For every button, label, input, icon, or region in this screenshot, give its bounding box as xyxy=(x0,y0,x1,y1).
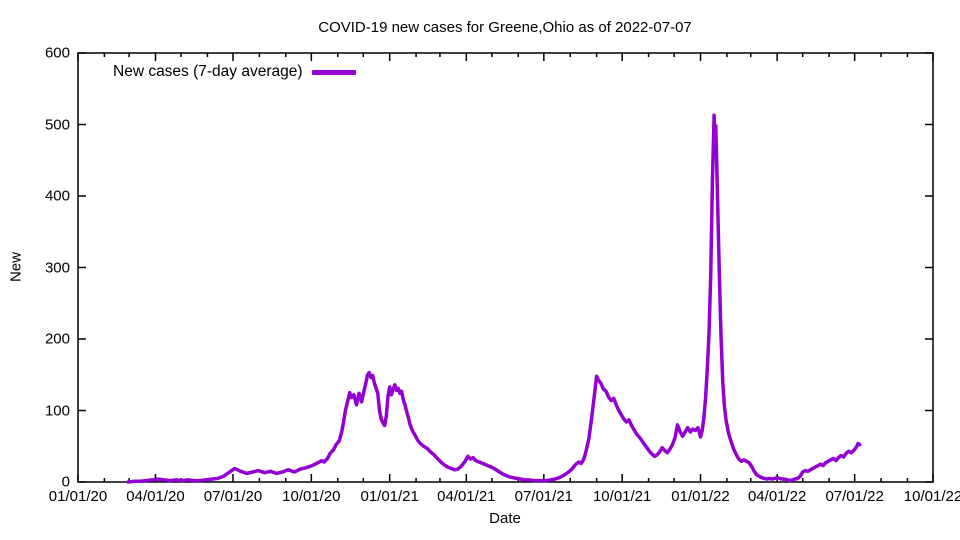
x-tick-label: 01/01/22 xyxy=(671,488,730,505)
x-tick-label: 04/01/21 xyxy=(437,488,496,505)
x-tick-label: 01/01/20 xyxy=(48,488,108,505)
x-tick-label: 10/01/21 xyxy=(592,488,652,505)
y-tick-label: 500 xyxy=(44,116,70,133)
chart-title: COVID-19 new cases for Greene,Ohio as of… xyxy=(318,19,692,36)
x-tick-label: 07/01/22 xyxy=(825,488,884,505)
x-axis-label: Date xyxy=(489,510,521,527)
x-tick-label: 07/01/21 xyxy=(514,488,574,505)
legend-line-swatch xyxy=(311,69,356,75)
y-tick-label: 0 xyxy=(61,473,70,491)
x-tick-label: 07/01/20 xyxy=(203,488,263,505)
x-tick-label: 04/01/20 xyxy=(126,488,185,505)
x-tick-label: 10/01/20 xyxy=(282,488,341,505)
y-tick-label: 300 xyxy=(44,259,70,276)
y-tick-label: 100 xyxy=(44,402,70,419)
legend: New cases (7-day average) xyxy=(113,63,356,81)
x-tick-label: 01/01/21 xyxy=(360,488,419,505)
legend-label: New cases (7-day average) xyxy=(113,63,303,80)
y-tick-label: 400 xyxy=(44,187,70,205)
plot-border xyxy=(77,52,934,483)
x-tick-label: 04/01/22 xyxy=(747,488,807,505)
y-tick-label: 600 xyxy=(44,44,70,62)
y-axis-label: New xyxy=(7,251,25,283)
x-tick-label: 10/01/22 xyxy=(903,488,960,505)
series-line xyxy=(126,113,862,484)
y-tick-label: 200 xyxy=(44,330,70,348)
